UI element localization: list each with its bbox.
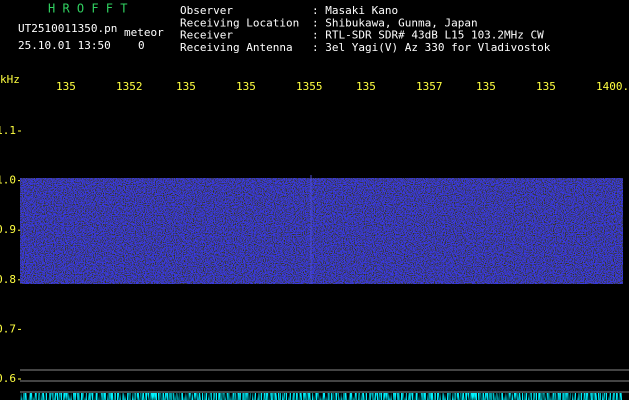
y-label: 0.9 [0,223,16,236]
x-label: 135 [176,80,196,93]
date-time: 25.10.01 13:50 [18,39,111,52]
x-label: 135 [56,80,76,93]
y-label: 0.6 [0,372,16,385]
y-unit: kHz [0,73,20,86]
x-label: 1400. [596,80,629,93]
x-label: 1352 [116,80,143,93]
x-labels: 135 1352 135 135 1355 135 1357 135 135 1400. [56,80,629,93]
info-label: Receiving Location [180,16,299,29]
x-label: 135 [476,80,496,93]
y-label: 1.0 [0,174,16,187]
info-label: Receiver [180,29,233,42]
info-value: : 3el Yagi(V) Az 330 for Vladivostok [312,41,551,54]
station-info: Observer : Masaki Kano Receiving Location:… [180,4,551,54]
mode: meteor [124,26,164,39]
app-title: H R O F F T [48,2,127,16]
info-label: Observer [180,4,233,17]
info-label: Receiving Antenna [180,41,293,54]
info-value: : RTL-SDR SDR# 43dB L15 103.2MHz CW [312,29,544,42]
count: 0 [138,39,145,52]
info-value: : Shibukawa, Gunma, Japan [312,16,478,29]
y-label: 1.1 [0,124,16,137]
y-label: 0.7 [0,322,16,335]
x-label: 135 [236,80,256,93]
x-label: 1357 [416,80,443,93]
info-value: : Masaki Kano [312,4,398,17]
y-labels: 1.1 1.0 0.9 0.8 0.7 0.6 [0,124,21,385]
spectrum-noise [20,178,623,284]
level-trace [20,393,623,400]
file-name: UT2510011350.pn [18,22,117,35]
x-label: 135 [356,80,376,93]
x-label: 135 [536,80,556,93]
y-label: 0.8 [0,273,16,286]
x-label: 1355 [296,80,323,93]
